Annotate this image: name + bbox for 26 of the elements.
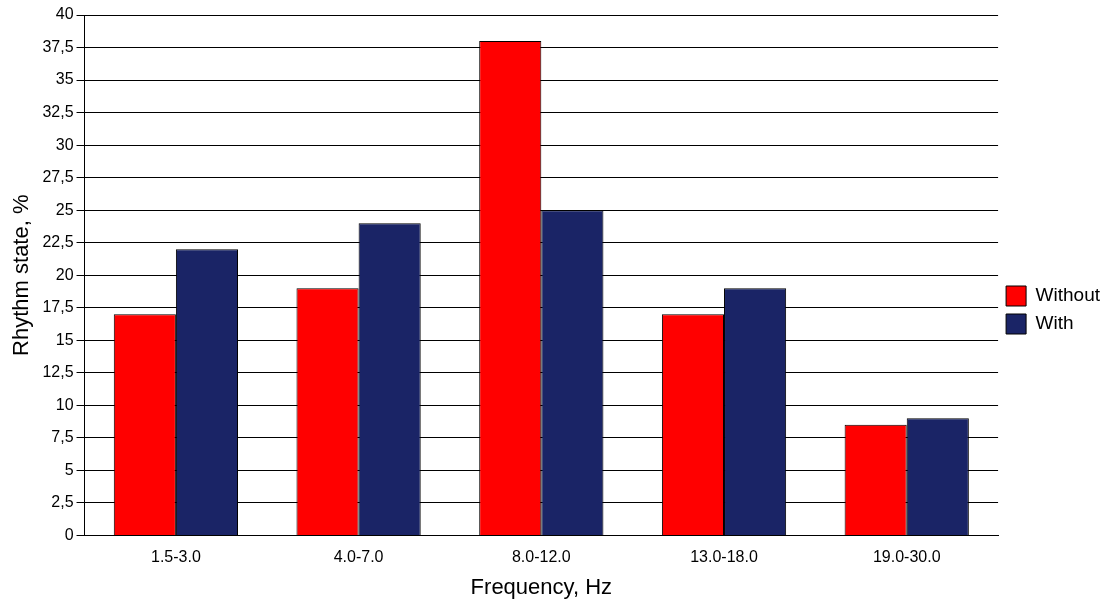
y-axis-title: Rhythm state, %: [8, 194, 34, 356]
y-tick-label: 30: [55, 135, 74, 153]
y-tick-label: 12,5: [42, 363, 74, 381]
y-tick-label: 17,5: [42, 298, 74, 316]
y-tick-label: 20: [55, 265, 74, 283]
x-axis-title: Frequency, Hz: [470, 573, 613, 599]
y-tick-label: 22,5: [42, 233, 74, 251]
y-tick-label: 0: [64, 525, 74, 543]
legend-label: Without: [1035, 284, 1101, 306]
y-tick-label: 2,5: [51, 493, 74, 511]
y-tick-label: 37,5: [42, 37, 74, 55]
y-tick-label: 15: [55, 330, 74, 348]
legend-label: With: [1035, 312, 1074, 334]
y-tick-label: 25: [55, 200, 74, 218]
x-tick-label: 1.5-3.0: [150, 548, 201, 566]
y-tick-label: 40: [55, 5, 74, 23]
x-tick-label: 19.0-30.0: [872, 548, 941, 566]
y-tick-label: 32,5: [42, 102, 74, 120]
y-tick-label: 27,5: [42, 168, 74, 186]
y-tick-label: 5: [64, 460, 74, 478]
x-tick-label: 8.0-12.0: [511, 548, 571, 566]
y-tick-label: 7,5: [51, 428, 74, 446]
x-tick-label: 4.0-7.0: [333, 548, 384, 566]
y-tick-label: 35: [55, 70, 74, 88]
x-tick-label: 13.0-18.0: [690, 548, 758, 566]
y-tick-label: 10: [55, 395, 74, 413]
